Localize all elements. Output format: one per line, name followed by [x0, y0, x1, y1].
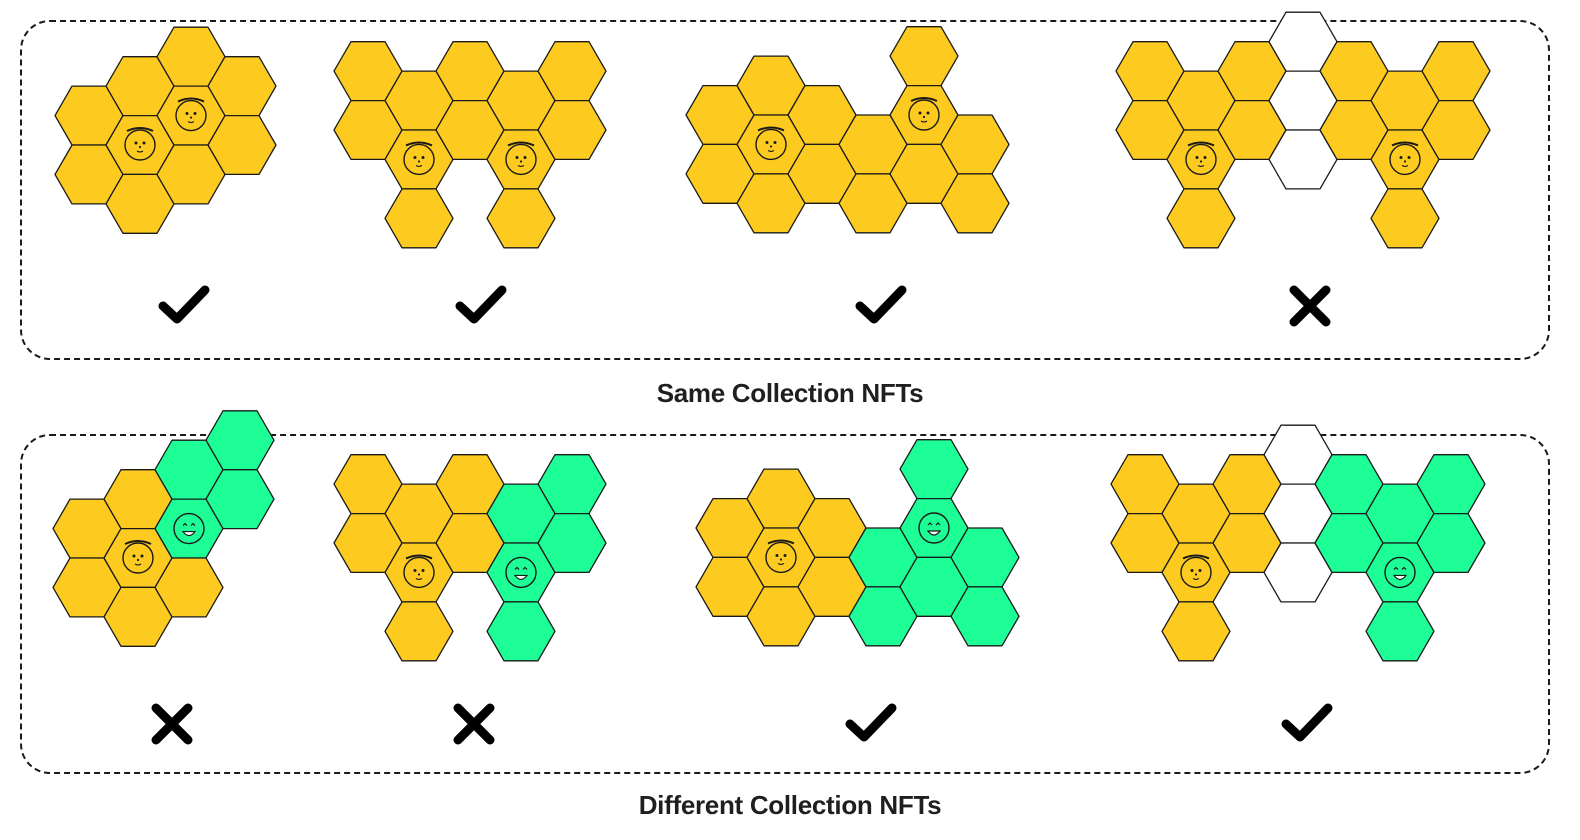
cross-icon	[453, 703, 495, 745]
gold-hex-cell	[537, 99, 607, 161]
green-hex-cell	[1365, 601, 1435, 662]
check-icon	[455, 285, 507, 324]
gold-hex-cell	[384, 188, 454, 249]
green-hex-cell	[1416, 512, 1486, 574]
green-nft-face-icon	[505, 556, 537, 589]
gold-nft-face-icon	[403, 554, 435, 589]
hex-cluster-6	[333, 454, 607, 662]
gold-hex-cell	[486, 188, 556, 249]
hex-cluster-5	[52, 410, 275, 647]
green-hex-cell	[950, 586, 1020, 647]
gold-hex-cell	[1421, 99, 1491, 161]
same-collection-panel	[20, 20, 1550, 360]
gold-hex-cell	[1161, 601, 1231, 662]
green-nft-face-icon	[173, 512, 205, 545]
hex-cluster-2	[333, 41, 607, 249]
check-icon	[1281, 703, 1333, 742]
gold-nft-face-icon	[403, 141, 435, 176]
gold-nft-face-icon	[755, 126, 787, 161]
check-icon	[158, 285, 210, 324]
green-hex-cell	[899, 439, 969, 500]
gold-hex-cell	[384, 601, 454, 662]
gold-hex-cell	[207, 114, 277, 176]
green-nft-face-icon	[918, 512, 950, 544]
gold-nft-face-icon	[908, 97, 940, 131]
gold-hex-cell	[1166, 188, 1236, 249]
check-icon	[845, 703, 897, 742]
green-hex-cell	[205, 469, 275, 530]
section-title-same: Same Collection NFTs	[656, 378, 924, 408]
gold-nft-face-icon	[124, 127, 156, 161]
gold-nft-face-icon	[765, 539, 797, 574]
gold-hex-cell	[940, 173, 1010, 234]
section-title-different: Different Collection NFTs	[638, 790, 942, 820]
different-collection-panel	[20, 434, 1550, 774]
green-hex-cell	[537, 512, 607, 574]
gold-nft-face-icon	[1185, 141, 1217, 176]
check-icon	[855, 285, 907, 324]
gold-nft-face-icon	[1180, 554, 1212, 589]
green-nft-face-icon	[1384, 556, 1416, 589]
cross-icon	[151, 703, 193, 745]
gold-hex-cell	[1370, 188, 1440, 249]
hex-cluster-7	[695, 439, 1020, 647]
green-hex-cell	[486, 601, 556, 662]
gold-nft-face-icon	[175, 97, 207, 132]
gold-hex-cell	[154, 557, 224, 618]
gold-hex-cell	[889, 26, 959, 87]
gold-nft-face-icon	[122, 540, 154, 574]
hex-cluster-4	[1115, 11, 1491, 249]
gold-nft-face-icon	[1389, 141, 1421, 176]
gold-nft-face-icon	[505, 141, 537, 176]
hex-cluster-1	[54, 26, 277, 234]
hex-cluster-8	[1110, 424, 1486, 662]
cross-icon	[1289, 285, 1331, 327]
hex-cluster-3	[685, 26, 1010, 234]
